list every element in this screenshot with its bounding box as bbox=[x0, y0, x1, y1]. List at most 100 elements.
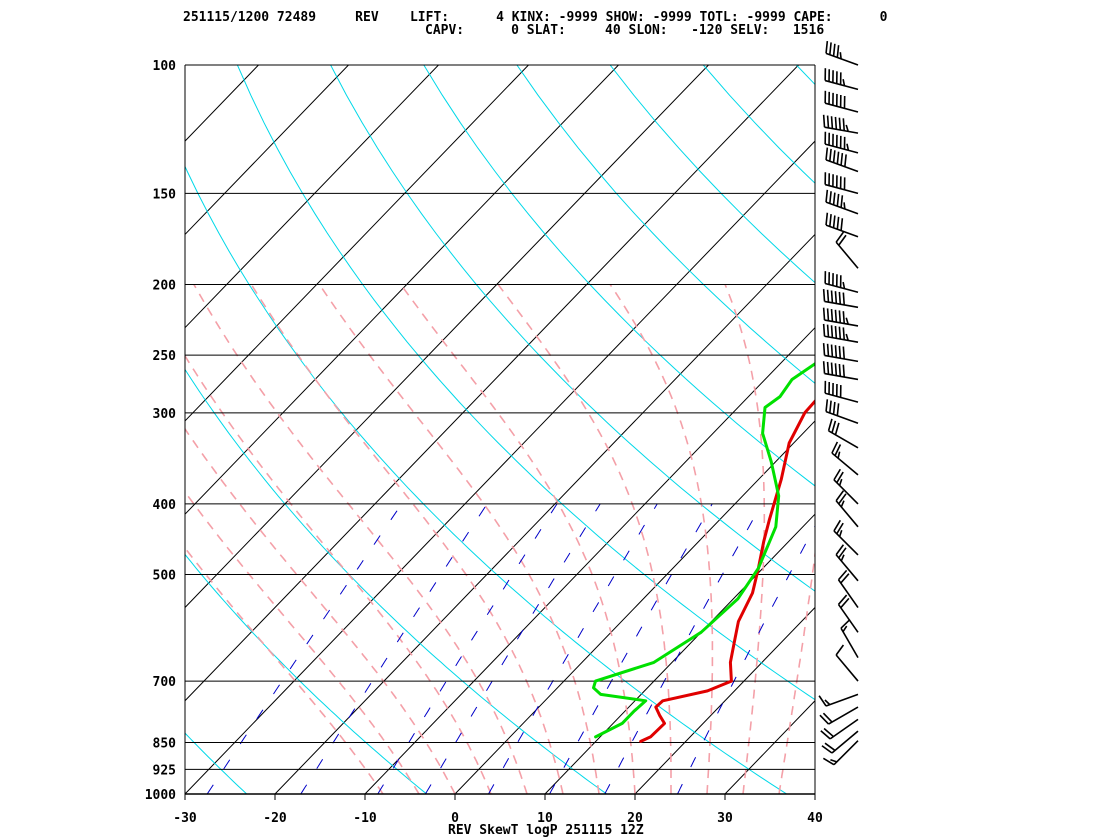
wind-barb-feather bbox=[840, 500, 845, 508]
isotherm-line bbox=[185, 65, 799, 702]
pressure-label: 500 bbox=[153, 569, 177, 584]
x-tick-label: 20 bbox=[627, 811, 643, 826]
wind-barb-staff bbox=[824, 335, 859, 343]
moist-adiabat-line bbox=[185, 490, 420, 794]
wind-barb bbox=[827, 418, 859, 449]
wind-barb-feather bbox=[838, 291, 842, 305]
mixing-ratio-line bbox=[300, 503, 488, 794]
wind-barb-feather bbox=[834, 363, 838, 376]
wind-barb-feather bbox=[840, 152, 844, 166]
isotherm-line bbox=[995, 65, 1120, 794]
wind-barb-feather bbox=[834, 345, 838, 358]
wind-barb-staff bbox=[837, 603, 859, 633]
profiles bbox=[592, 361, 815, 743]
wind-barb-feather bbox=[832, 401, 836, 415]
pressure-label: 100 bbox=[153, 59, 177, 74]
dry-adiabat-line bbox=[796, 65, 815, 86]
wind-barb-feather bbox=[840, 618, 851, 629]
wind-barb bbox=[822, 114, 859, 134]
x-tick-label: 40 bbox=[807, 811, 823, 826]
axes: -30 -20 -10 0 10 20 30 40 bbox=[173, 65, 823, 826]
wind-barb-feather bbox=[830, 325, 834, 338]
wind-barb-feather bbox=[845, 317, 849, 325]
wind-barb-feather bbox=[837, 451, 841, 459]
wind-barb-feather bbox=[836, 216, 840, 230]
mixing-ratio-line bbox=[604, 503, 763, 794]
wind-barbs bbox=[818, 40, 859, 766]
moist-adiabat-line bbox=[185, 354, 492, 794]
isotherm-line bbox=[364, 326, 815, 794]
moist-adiabat-line bbox=[609, 284, 714, 794]
wind-barb-staff bbox=[825, 52, 859, 66]
wind-barb-staff bbox=[829, 718, 859, 740]
wind-barb bbox=[835, 544, 859, 582]
x-tick-label: -30 bbox=[173, 811, 197, 826]
wind-barb-feather bbox=[822, 307, 826, 321]
wind-barb-feather bbox=[829, 148, 832, 162]
wind-barb-feather bbox=[842, 281, 846, 289]
wind-barb-feather bbox=[829, 400, 832, 414]
wind-barb bbox=[822, 343, 859, 363]
wind-barb-staff bbox=[835, 654, 859, 682]
wind-barb bbox=[818, 693, 859, 707]
wind-barb-feather bbox=[842, 327, 846, 340]
x-tick-label: 0 bbox=[451, 811, 459, 826]
wind-barb-staff bbox=[833, 740, 859, 766]
pressure-label: 925 bbox=[153, 763, 176, 778]
wind-barb-staff bbox=[825, 693, 859, 707]
wind-barb-feather bbox=[823, 727, 834, 738]
wind-barb-feather bbox=[845, 333, 849, 341]
wind-barb-staff bbox=[828, 706, 859, 725]
wind-barb-staff bbox=[831, 730, 859, 754]
moist-adiabat-line bbox=[400, 284, 636, 794]
wind-barb-staff bbox=[824, 282, 859, 294]
wind-barb-feather bbox=[830, 309, 834, 322]
moist-adiabat-line bbox=[185, 427, 456, 794]
wind-barb bbox=[822, 740, 859, 766]
wind-barb bbox=[824, 131, 859, 154]
wind-barb-staff bbox=[825, 410, 859, 424]
wind-barb-feather bbox=[826, 324, 830, 338]
wind-barb-feather bbox=[838, 345, 842, 359]
wind-barb-feather bbox=[820, 730, 831, 740]
wind-barb-feather bbox=[825, 189, 829, 203]
wind-barb bbox=[825, 399, 859, 424]
dry-adiabat-line bbox=[185, 553, 428, 794]
wind-barb-feather bbox=[836, 151, 840, 165]
wind-barb-feather bbox=[832, 215, 836, 228]
wind-barb-feather bbox=[842, 311, 846, 324]
wind-barb-staff bbox=[825, 201, 859, 215]
wind-barb-feather bbox=[842, 364, 846, 378]
moist-adiabat-line bbox=[193, 284, 528, 794]
wind-barb-staff bbox=[825, 159, 859, 173]
moist-adiabat-line bbox=[497, 284, 672, 794]
mixing-ratio-line bbox=[377, 503, 558, 794]
wind-barb-staff bbox=[831, 452, 859, 476]
wind-barb bbox=[822, 307, 859, 327]
wind-barb-feather bbox=[835, 644, 845, 656]
isotherm-line bbox=[814, 793, 815, 794]
wind-barb-feather bbox=[846, 143, 850, 151]
wind-barb bbox=[821, 730, 859, 754]
pressure-label: 150 bbox=[153, 187, 177, 202]
wind-barb-feather bbox=[827, 418, 833, 431]
wind-barb-feather bbox=[834, 291, 838, 304]
wind-barb bbox=[825, 40, 859, 66]
isotherm-line bbox=[634, 606, 815, 794]
dry-adiabat-line bbox=[185, 732, 248, 794]
wind-barb-staff bbox=[833, 530, 859, 556]
wind-barb-feather bbox=[825, 40, 829, 54]
dry-adiabat-line bbox=[185, 165, 787, 794]
wind-barb-feather bbox=[837, 569, 848, 581]
x-tick-label: 10 bbox=[537, 811, 553, 826]
pressure-label: 200 bbox=[153, 278, 177, 293]
wind-barb-feather bbox=[822, 289, 826, 302]
wind-barb-feather bbox=[825, 399, 829, 412]
wind-barb-feather bbox=[833, 519, 842, 532]
wind-barb-feather bbox=[837, 594, 848, 605]
wind-barb-feather bbox=[836, 522, 844, 535]
wind-barb-feather bbox=[824, 699, 831, 706]
wind-barb-feather bbox=[840, 195, 844, 208]
wind-barb-feather bbox=[834, 444, 842, 456]
